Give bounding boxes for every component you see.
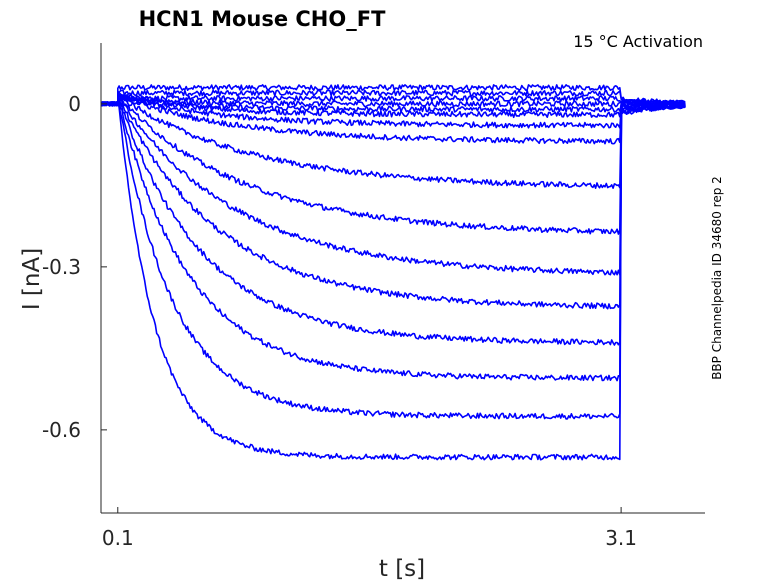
x-axis-label: t [s]	[379, 556, 425, 582]
chart-title: HCN1 Mouse CHO_FT	[139, 7, 386, 31]
y-tick-label: 0	[68, 92, 81, 116]
trace-line	[100, 89, 686, 106]
ticks: 0 -0.3 -0.6 0.1 3.1	[42, 92, 637, 550]
chart-annotation: 15 °C Activation	[573, 32, 703, 51]
y-tick-label: -0.6	[42, 418, 81, 442]
trace-line	[100, 93, 686, 119]
trace-line	[101, 92, 686, 310]
trace-line	[100, 95, 686, 382]
trace-line	[100, 84, 686, 107]
trace-line	[100, 93, 686, 346]
y-axis-label: I [nA]	[19, 248, 45, 310]
trace-line	[100, 93, 686, 108]
trace-line	[100, 94, 686, 189]
trace-line	[100, 95, 686, 235]
trace-line	[100, 94, 686, 461]
trace-line	[100, 92, 686, 129]
side-label: BBP Channelpedia ID 34680 rep 2	[710, 176, 724, 380]
current-traces	[100, 84, 686, 461]
x-tick-label: 3.1	[605, 526, 637, 550]
trace-line	[101, 95, 686, 276]
trace-line	[100, 92, 686, 420]
trace-line	[100, 94, 686, 107]
x-tick-label: 0.1	[102, 526, 134, 550]
trace-line	[100, 92, 686, 145]
y-tick-label: -0.3	[42, 255, 81, 279]
axes	[100, 43, 705, 514]
